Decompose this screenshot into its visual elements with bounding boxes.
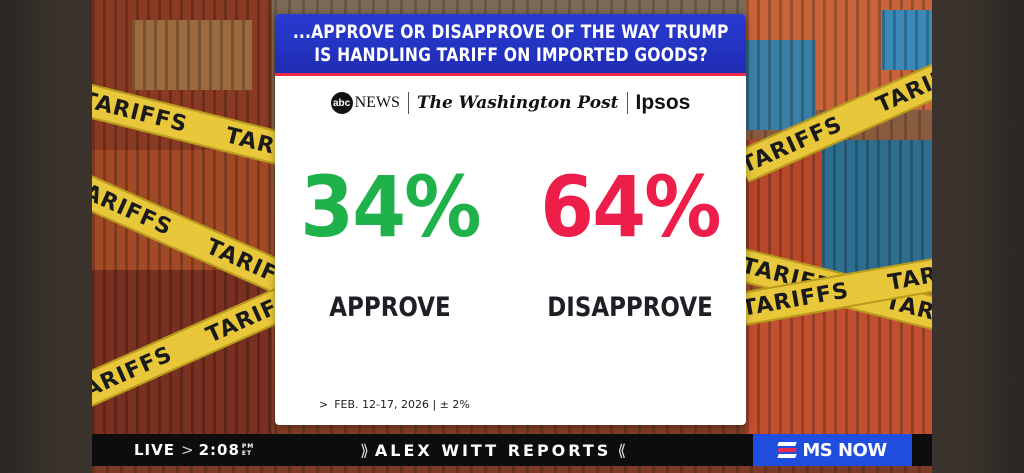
network-name: MS NOW bbox=[802, 439, 887, 461]
close-quote-icon: ⟪ bbox=[617, 440, 627, 460]
approve-percent: 34% bbox=[300, 158, 481, 256]
disapprove-percent: 64% bbox=[540, 158, 721, 256]
open-quote-icon: ⟫ bbox=[360, 440, 369, 460]
ms-now-logo-icon bbox=[777, 441, 798, 459]
approve-stat: 34% APPROVE bbox=[275, 162, 505, 323]
poll-sources: abc NEWS The Washington Post Ipsos bbox=[275, 88, 746, 118]
container-stack bbox=[746, 40, 816, 130]
poll-question-line-1: ...APPROVE OR DISAPPROVE OF THE WAY TRUM… bbox=[292, 20, 729, 43]
abc-news-logo: abc NEWS bbox=[330, 92, 400, 114]
lower-third-bar: LIVE > 2:08 PM ET ⟫ ALEX WITT REPORTS ⟪ … bbox=[92, 434, 932, 466]
live-indicator: LIVE > 2:08 PM ET bbox=[134, 441, 254, 459]
washington-post-logo: The Washington Post bbox=[416, 93, 619, 113]
poll-question-line-2: IS HANDLING TARIFF ON IMPORTED GOODS? bbox=[313, 43, 708, 66]
source-divider bbox=[626, 92, 628, 114]
source-divider bbox=[407, 92, 409, 114]
abc-news-wordmark: NEWS bbox=[354, 94, 400, 111]
disapprove-stat: 64% DISAPPROVE bbox=[515, 162, 745, 323]
disapprove-label: DISAPPROVE bbox=[547, 292, 713, 323]
container-stack bbox=[822, 140, 932, 280]
show-title-text: ALEX WITT REPORTS bbox=[374, 440, 612, 460]
clock-time: 2:08 bbox=[198, 441, 240, 459]
poll-dates-margin: FEB. 12-17, 2026 | ± 2% bbox=[334, 398, 470, 411]
poll-footnote: > FEB. 12-17, 2026 | ± 2% bbox=[319, 398, 470, 411]
poll-question-header: ...APPROVE OR DISAPPROVE OF THE WAY TRUM… bbox=[275, 14, 746, 76]
show-title: ⟫ ALEX WITT REPORTS ⟪ bbox=[354, 434, 632, 466]
container-stack bbox=[882, 10, 932, 70]
chevron-right-icon: > bbox=[181, 441, 195, 459]
live-label: LIVE bbox=[134, 441, 175, 459]
container-stack bbox=[132, 20, 252, 90]
ipsos-logo: Ipsos bbox=[635, 91, 691, 114]
approve-label: APPROVE bbox=[329, 292, 451, 323]
chevron-right-icon: > bbox=[319, 398, 329, 411]
network-logo: MS NOW bbox=[753, 434, 912, 466]
poll-graphic-card: ...APPROVE OR DISAPPROVE OF THE WAY TRUM… bbox=[275, 14, 746, 425]
abc-logo-icon: abc bbox=[330, 92, 353, 114]
time-zone: PM ET bbox=[241, 443, 255, 457]
